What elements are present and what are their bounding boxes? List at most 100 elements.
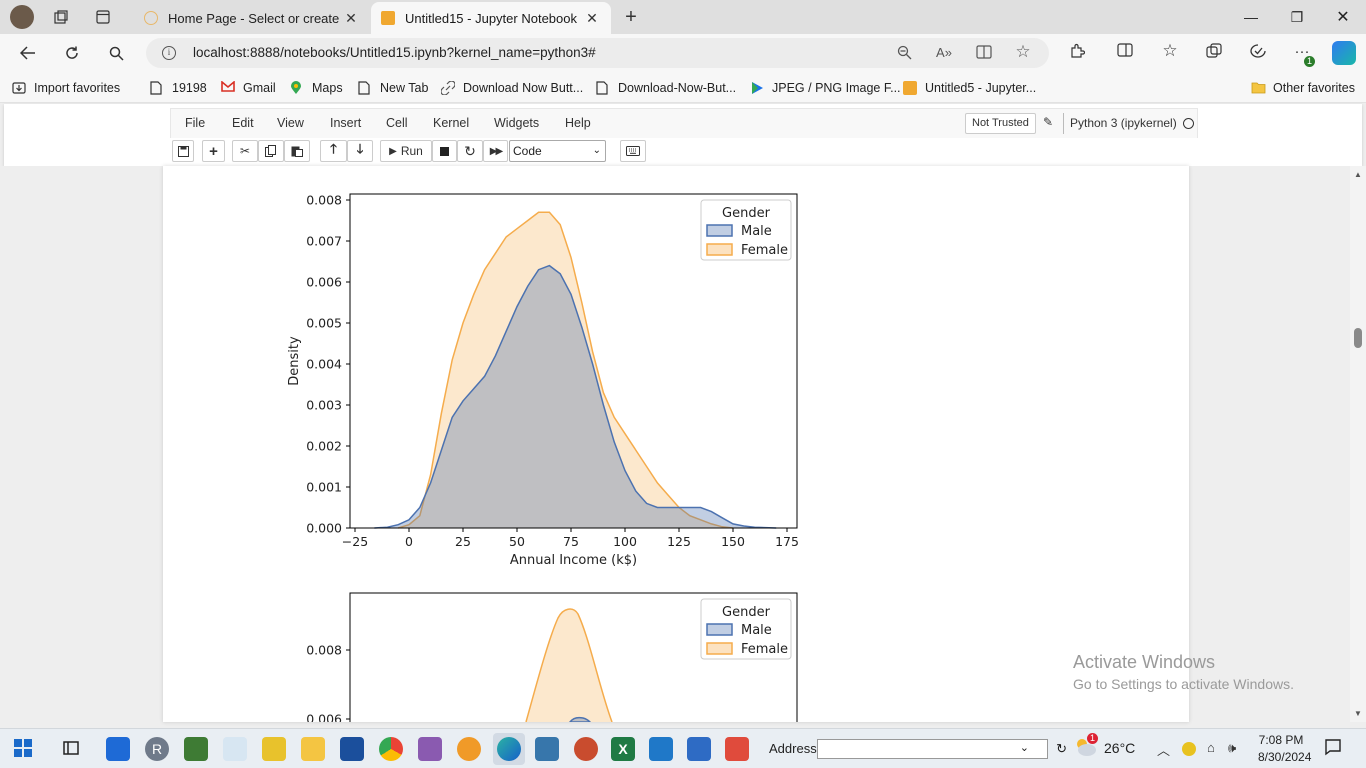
task-view-icon[interactable] [60,737,84,761]
favorite-untitled5[interactable]: Untitled5 - Jupyter... [903,79,1036,97]
notification-center-icon[interactable] [1324,738,1342,759]
vertical-tabs-icon[interactable] [92,6,114,28]
address-toolbar-input[interactable]: ⌄ ↻ [817,739,1067,759]
paint-icon[interactable] [687,737,711,761]
url-text[interactable]: localhost:8888/notebooks/Untitled15.ipyn… [193,45,596,60]
edit-pencil-icon[interactable]: ✎ [1043,115,1054,129]
copy-button[interactable] [258,140,284,162]
collections-icon[interactable] [1203,43,1225,63]
menu-widgets[interactable]: Widgets [494,116,540,130]
powerpoint-icon[interactable] [574,737,598,761]
immersive-reader-icon[interactable] [975,45,993,61]
winrar-icon[interactable] [418,737,442,761]
tab-home-page[interactable]: Home Page - Select or create a n ✕ [134,2,370,34]
store-icon[interactable] [106,737,130,761]
snipping-tool-icon[interactable] [184,737,208,761]
back-arrow-icon[interactable] [16,42,40,64]
other-favorites-folder[interactable]: Other favorites [1251,79,1355,97]
copilot-icon[interactable] [1332,41,1356,65]
file-explorer-icon[interactable] [301,737,325,761]
move-up-button[interactable]: 🡑 [320,140,347,162]
python-icon[interactable] [535,737,559,761]
volume-icon[interactable]: 🕪 [1228,740,1237,755]
norton-icon[interactable] [1182,742,1196,756]
site-info-icon[interactable]: i [162,46,176,60]
cell-type-select[interactable]: Code ⌄ [509,140,606,162]
jupyter-app-icon[interactable] [457,737,481,761]
chevron-down-icon[interactable]: ⌄ [1019,742,1029,754]
system-clock[interactable]: 7:08 PM 8/30/2024 [1258,732,1311,766]
cut-button[interactable]: ✂ [232,140,258,162]
read-aloud-icon[interactable]: A» [936,45,952,60]
close-tab-icon[interactable]: ✕ [586,9,598,26]
interrupt-button[interactable] [432,140,457,162]
close-tab-icon[interactable]: ✕ [345,9,357,26]
page-icon [596,81,610,95]
scroll-up-arrow[interactable]: ▲ [1354,170,1362,179]
favorites-icon[interactable]: ☆ [1162,41,1178,60]
favorite-new-tab[interactable]: New Tab [358,79,428,97]
profile-avatar[interactable] [10,5,34,29]
kernel-name[interactable]: Python 3 (ipykernel) [1063,113,1177,134]
favorite-star-icon[interactable]: ☆ [1015,42,1031,61]
network-icon[interactable]: ⌂ [1207,740,1215,755]
menu-cell[interactable]: Cell [386,116,408,130]
favorite-19198[interactable]: 19198 [150,79,207,97]
excel-icon[interactable]: X [611,737,635,761]
extensions-icon[interactable] [1066,43,1088,63]
network-app-icon[interactable] [223,737,247,761]
menu-file[interactable]: File [185,116,206,130]
edge-active-icon[interactable] [493,733,525,765]
split-screen-icon[interactable] [1114,43,1136,63]
chrome-icon[interactable] [379,737,403,761]
command-palette-button[interactable] [620,140,646,162]
favorite-import[interactable]: Import favorites [12,79,120,97]
media-player-icon[interactable] [340,737,364,761]
zoom-out-icon[interactable] [895,45,913,61]
browser-essentials-icon[interactable] [1247,43,1269,63]
weather-cloud-icon[interactable]: 1 [1072,733,1098,759]
r-app-icon[interactable]: R [145,737,169,761]
scroll-down-arrow[interactable]: ▼ [1354,709,1362,718]
paste-button[interactable] [284,140,310,162]
move-down-button[interactable]: 🡓 [347,140,373,162]
windows-start-icon[interactable] [12,737,36,761]
favorite-gmail[interactable]: Gmail [221,79,276,97]
favorite-jpeg-png[interactable]: JPEG / PNG Image F... [750,79,901,97]
chevron-up-icon[interactable]: ︿ [1157,743,1171,758]
app-icon[interactable] [725,737,749,761]
address-bar[interactable]: i localhost:8888/notebooks/Untitled15.ip… [146,38,1049,68]
refresh-icon[interactable] [60,42,84,64]
restore-button[interactable]: ❐ [1290,8,1304,25]
vscode-icon[interactable] [649,737,673,761]
cell-type-value: Code [513,144,542,158]
temperature-text[interactable]: 26°C [1104,740,1136,756]
search-icon[interactable] [104,42,128,64]
tab-jupyter-notebook[interactable]: Untitled15 - Jupyter Notebook ✕ [371,2,611,34]
restart-kernel-button[interactable]: ↻ [457,140,483,162]
close-window-button[interactable]: ✕ [1336,9,1350,26]
insert-cell-button[interactable]: + [202,140,225,162]
legend-swatch-female [706,243,733,256]
notebook-area: 0.000 0.001 0.002 0.003 0.004 0.005 0.006 0.007… [0,166,1366,722]
go-refresh-icon[interactable]: ↻ [1056,741,1067,756]
minimize-button[interactable]: — [1244,9,1258,25]
workspaces-icon[interactable] [50,6,72,28]
not-trusted-button[interactable]: Not Trusted [965,113,1036,134]
favorite-maps[interactable]: Maps [290,79,343,97]
menu-view[interactable]: View [277,116,304,130]
menu-insert[interactable]: Insert [330,116,362,130]
scrollbar-thumb[interactable] [1354,328,1362,348]
new-tab-icon[interactable]: + [625,5,637,28]
favorite-download-now-but[interactable]: Download-Now-But... [596,79,736,97]
run-button[interactable]: ▶ Run [380,140,432,162]
more-options-icon[interactable]: ··· 1 [1291,43,1315,67]
menu-kernel[interactable]: Kernel [433,116,470,130]
save-button[interactable] [172,140,194,162]
restart-run-all-button[interactable]: ▶▶ [483,140,508,162]
favorite-download-now-button[interactable]: Download Now Butt... [440,79,583,97]
menu-edit[interactable]: Edit [232,116,254,130]
menu-help[interactable]: Help [565,116,591,130]
page-scrollbar[interactable]: ▲ ▼ [1350,166,1366,722]
power-bi-icon[interactable] [262,737,286,761]
